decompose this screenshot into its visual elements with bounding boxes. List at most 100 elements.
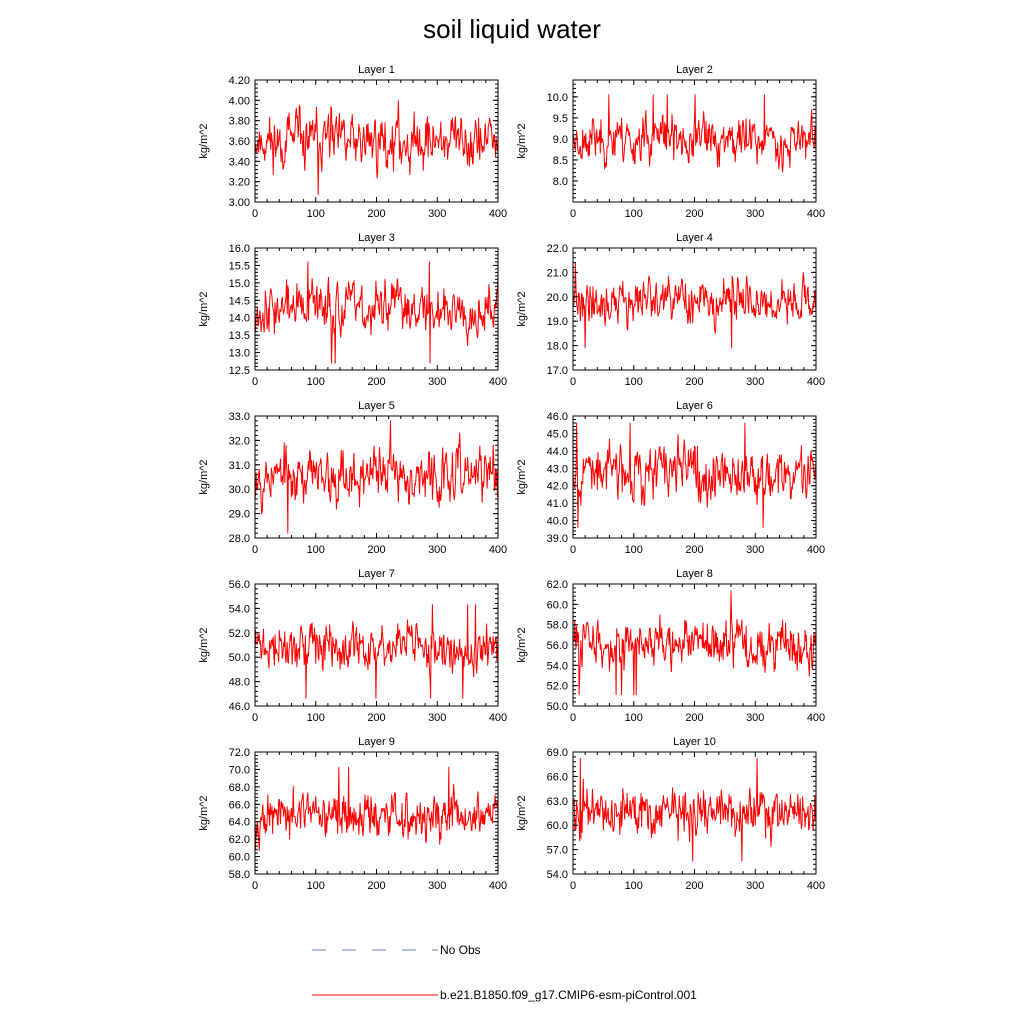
y-tick-label: 57.0: [547, 845, 568, 857]
y-tick-label: 50.0: [229, 652, 250, 664]
y-tick-label: 21.0: [547, 267, 568, 279]
y-tick-label: 52.0: [547, 681, 568, 693]
x-tick-label: 200: [685, 544, 703, 556]
y-tick-label: 8.5: [553, 155, 568, 167]
panel-layer-3: Layer 3 kg/m^2 0 100 200 300 400 12.5 13.0 13.5 14…: [198, 232, 507, 388]
panel-layer-4: Layer 4 kg/m^2 0 100 200 300 400 17.0 18.0 19.0 20…: [516, 232, 825, 388]
y-tick-label: 28.0: [229, 533, 250, 545]
panel-title: Layer 2: [676, 64, 713, 76]
x-tick-label: 200: [367, 376, 385, 388]
panel-layer-7: Layer 7 kg/m^2 0 100 200 300 400 46.0 48.0 50.0 52…: [198, 568, 507, 724]
x-tick-label: 400: [489, 880, 507, 892]
x-tick-label: 400: [489, 544, 507, 556]
x-tick-label: 100: [625, 544, 643, 556]
x-tick-label: 400: [807, 208, 825, 220]
legend-label-no-obs: No Obs: [440, 943, 481, 957]
x-tick-label: 300: [746, 208, 764, 220]
y-tick-label: 46.0: [229, 701, 250, 713]
x-tick-label: 100: [625, 712, 643, 724]
y-tick-label: 15.5: [229, 260, 250, 272]
y-tick-label: 18.0: [547, 341, 568, 353]
x-tick-label: 300: [746, 376, 764, 388]
series-line: [572, 422, 817, 528]
panel-title: Layer 6: [676, 400, 713, 412]
y-tick-label: 3.60: [229, 136, 250, 148]
x-tick-label: 400: [489, 208, 507, 220]
y-tick-label: 15.0: [229, 278, 250, 290]
y-tick-label: 62.0: [229, 834, 250, 846]
y-tick-label: 46.0: [547, 411, 568, 423]
y-tick-label: 63.0: [547, 796, 568, 808]
y-axis-label: kg/m^2: [516, 291, 528, 326]
x-tick-label: 300: [428, 208, 446, 220]
x-tick-label: 0: [570, 376, 576, 388]
x-tick-label: 100: [625, 208, 643, 220]
y-tick-label: 68.0: [229, 782, 250, 794]
y-axis-label: kg/m^2: [516, 795, 528, 830]
y-tick-label: 54.0: [547, 660, 568, 672]
x-tick-label: 0: [570, 544, 576, 556]
y-tick-label: 8.0: [553, 176, 568, 188]
x-tick-label: 300: [428, 712, 446, 724]
panel-title: Layer 3: [358, 232, 395, 244]
y-tick-label: 30.0: [229, 484, 250, 496]
panel-layer-5: Layer 5 kg/m^2 0 100 200 300 400 28.0 29.0 30.0 31…: [198, 400, 507, 556]
x-tick-label: 0: [252, 544, 258, 556]
x-tick-label: 200: [367, 544, 385, 556]
panel-layer-6: Layer 6 kg/m^2 0 100 200 300 400 39.0 40.0 41.0 42…: [516, 400, 825, 556]
x-tick-label: 200: [367, 712, 385, 724]
series-line: [254, 604, 499, 699]
y-tick-label: 58.0: [547, 620, 568, 632]
y-tick-label: 19.0: [547, 316, 568, 328]
y-tick-label: 14.0: [229, 313, 250, 325]
y-tick-label: 60.0: [229, 852, 250, 864]
plot-frame: [572, 415, 817, 539]
series-line: [254, 766, 499, 851]
x-tick-label: 300: [746, 880, 764, 892]
y-tick-label: 66.0: [229, 799, 250, 811]
y-tick-label: 33.0: [229, 411, 250, 423]
panel-layer-1: Layer 1 kg/m^2 0 100 200 300 400 3.00 3.20 3.40 3.…: [198, 64, 507, 220]
y-tick-label: 39.0: [547, 533, 568, 545]
y-tick-label: 41.0: [547, 498, 568, 510]
y-tick-label: 3.80: [229, 116, 250, 128]
x-tick-label: 400: [807, 544, 825, 556]
x-tick-label: 200: [685, 208, 703, 220]
x-tick-label: 300: [746, 544, 764, 556]
series-line: [254, 261, 499, 364]
x-tick-label: 100: [307, 376, 325, 388]
y-tick-label: 32.0: [229, 435, 250, 447]
panel-title: Layer 7: [358, 568, 395, 580]
y-tick-label: 52.0: [229, 628, 250, 640]
plot-frame: [572, 79, 817, 203]
panel-layer-10: Layer 10 kg/m^2 0 100 200 300 400 54.0 57.0 60.0 6…: [516, 736, 825, 892]
y-tick-label: 20.0: [547, 292, 568, 304]
panel-title: Layer 1: [358, 64, 395, 76]
panel-title: Layer 4: [676, 232, 713, 244]
panel-title: Layer 10: [673, 736, 716, 748]
x-tick-label: 400: [807, 712, 825, 724]
x-tick-label: 0: [252, 376, 258, 388]
x-tick-label: 300: [428, 376, 446, 388]
y-tick-label: 29.0: [229, 509, 250, 521]
y-tick-label: 54.0: [229, 603, 250, 615]
series-line: [572, 758, 817, 862]
y-tick-label: 4.00: [229, 95, 250, 107]
y-tick-label: 48.0: [229, 677, 250, 689]
x-tick-label: 400: [807, 880, 825, 892]
y-tick-label: 3.00: [229, 197, 250, 209]
x-tick-label: 0: [570, 880, 576, 892]
y-tick-label: 62.0: [547, 579, 568, 591]
panel-layer-2: Layer 2 kg/m^2 0 100 200 300 400 8.0 8.5 9.0 9.5 10…: [516, 64, 825, 220]
y-tick-label: 3.20: [229, 177, 250, 189]
y-tick-label: 17.0: [547, 365, 568, 377]
y-tick-label: 72.0: [229, 747, 250, 759]
y-axis-label: kg/m^2: [516, 627, 528, 662]
y-tick-label: 60.0: [547, 820, 568, 832]
series-line: [572, 94, 817, 173]
y-axis-label: kg/m^2: [198, 627, 210, 662]
plot-frame: [572, 583, 817, 707]
y-tick-label: 9.5: [553, 113, 568, 125]
y-tick-label: 13.5: [229, 330, 250, 342]
